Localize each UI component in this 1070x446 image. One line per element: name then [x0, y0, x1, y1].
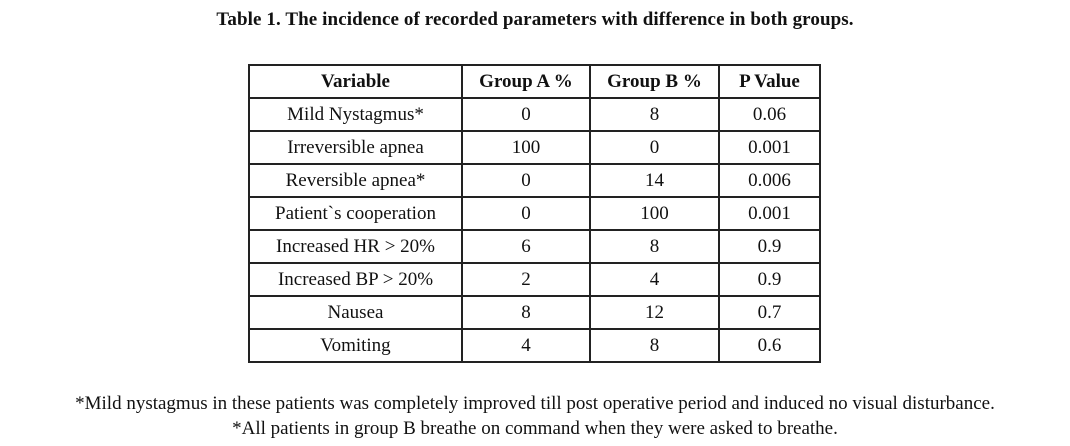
cell-group-a: 0 [461, 97, 591, 132]
table-caption: Table 1. The incidence of recorded param… [216, 9, 854, 30]
cell-group-b: 100 [589, 196, 720, 231]
header-p-value: P Value [718, 64, 821, 99]
footnote-nystagmus: *Mild nystagmus in these patients was co… [75, 393, 995, 414]
cell-group-a: 100 [461, 130, 591, 165]
cell-group-b: 8 [589, 328, 720, 363]
cell-variable: Irreversible apnea [248, 130, 463, 165]
results-table: Variable Group A % Group B % P Value Mil… [248, 64, 821, 363]
cell-group-b: 8 [589, 229, 720, 264]
cell-group-a: 0 [461, 163, 591, 198]
header-variable: Variable [248, 64, 463, 99]
header-group-a: Group A % [461, 64, 591, 99]
table-row: Mild Nystagmus* 0 8 0.06 [248, 97, 821, 132]
header-group-b: Group B % [589, 64, 720, 99]
cell-p-value: 0.9 [718, 229, 821, 264]
cell-group-a: 8 [461, 295, 591, 330]
cell-group-b: 14 [589, 163, 720, 198]
table-row: Irreversible apnea 100 0 0.001 [248, 130, 821, 165]
cell-p-value: 0.9 [718, 262, 821, 297]
cell-group-a: 6 [461, 229, 591, 264]
cell-variable: Reversible apnea* [248, 163, 463, 198]
footnote-breathing: *All patients in group B breathe on comm… [232, 418, 838, 439]
cell-group-a: 2 [461, 262, 591, 297]
cell-group-a: 0 [461, 196, 591, 231]
table-row: Increased HR > 20% 6 8 0.9 [248, 229, 821, 264]
cell-p-value: 0.001 [718, 196, 821, 231]
cell-p-value: 0.06 [718, 97, 821, 132]
cell-variable: Nausea [248, 295, 463, 330]
cell-p-value: 0.006 [718, 163, 821, 198]
table-row: Nausea 8 12 0.7 [248, 295, 821, 330]
table-row: Increased BP > 20% 2 4 0.9 [248, 262, 821, 297]
cell-variable: Mild Nystagmus* [248, 97, 463, 132]
cell-group-b: 8 [589, 97, 720, 132]
cell-variable: Vomiting [248, 328, 463, 363]
cell-group-a: 4 [461, 328, 591, 363]
footnotes: *Mild nystagmus in these patients was co… [0, 391, 1070, 441]
table-row: Reversible apnea* 0 14 0.006 [248, 163, 821, 198]
cell-p-value: 0.6 [718, 328, 821, 363]
cell-group-b: 4 [589, 262, 720, 297]
cell-variable: Patient`s cooperation [248, 196, 463, 231]
table-row: Patient`s cooperation 0 100 0.001 [248, 196, 821, 231]
cell-variable: Increased BP > 20% [248, 262, 463, 297]
cell-p-value: 0.7 [718, 295, 821, 330]
cell-p-value: 0.001 [718, 130, 821, 165]
cell-group-b: 12 [589, 295, 720, 330]
table-row: Vomiting 4 8 0.6 [248, 328, 821, 363]
cell-variable: Increased HR > 20% [248, 229, 463, 264]
table-header-row: Variable Group A % Group B % P Value [248, 64, 821, 99]
cell-group-b: 0 [589, 130, 720, 165]
